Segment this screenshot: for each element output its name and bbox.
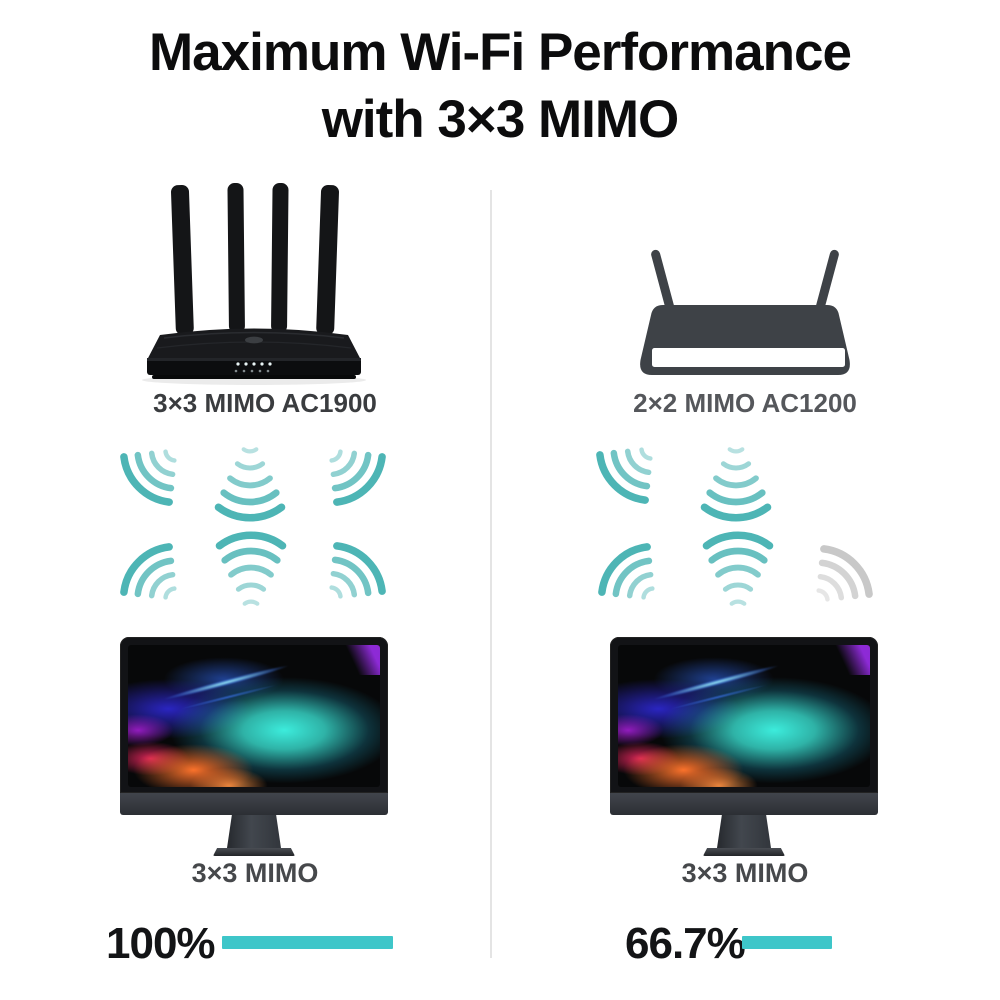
right-router-label: 2×2 MIMO AC1200 (633, 388, 857, 418)
monitor-chin (610, 793, 878, 815)
monitor-stand (227, 815, 281, 848)
wifi-wave-icon (323, 525, 403, 605)
router-2x2-icon (640, 249, 850, 375)
monitor-chin (120, 793, 388, 815)
monitor-base (703, 848, 785, 856)
wifi-wave-weak-icon (810, 528, 890, 608)
left-percent-value: 100% (106, 919, 216, 968)
monitor-wallpaper (618, 645, 870, 787)
page-title: Maximum Wi-Fi Performance with 3×3 MIMO (0, 20, 1000, 154)
monitor-wallpaper (128, 645, 380, 787)
left-performance-bar (222, 936, 393, 949)
right-client-label: 3×3 MIMO (681, 858, 809, 888)
wifi-wave-icon (579, 441, 659, 521)
monitor-screen (120, 637, 388, 793)
router-3x3-image (142, 182, 366, 385)
title-line-1: Maximum Wi-Fi Performance (149, 23, 852, 82)
divider-line (490, 190, 492, 958)
title-line-2: with 3×3 MIMO (321, 89, 680, 149)
monitor-stand (717, 815, 771, 848)
wifi-wave-icon (209, 492, 293, 610)
left-router-label: 3×3 MIMO AC1900 (153, 388, 377, 418)
left-client-label: 3×3 MIMO (191, 858, 319, 888)
monitor-base (213, 848, 295, 856)
wifi-wave-icon (103, 526, 183, 606)
monitor-screen (610, 637, 878, 793)
wifi-wave-icon (696, 492, 780, 610)
right-performance-bar (742, 936, 832, 949)
right-percent-value: 66.7% (625, 919, 746, 968)
wifi-wave-icon (581, 526, 661, 606)
computer-monitor (120, 637, 388, 856)
computer-monitor (610, 637, 878, 856)
